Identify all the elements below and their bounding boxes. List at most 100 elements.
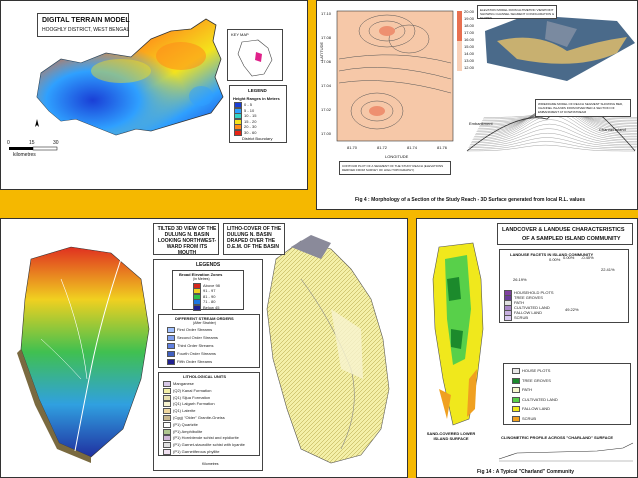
litho-unit: (P1) Quartzite [163,421,198,428]
litho-unit: Manganese [163,381,194,387]
wire-line [469,133,637,147]
litho-unit: (P1) Amphibolite [163,428,202,435]
morph-elev-tick: 15.00 [464,44,475,49]
stream-order-label: Third Order Streams [177,343,214,349]
litho-unit-label: Manganese [173,381,194,387]
map-legend-item-swatch [512,396,520,403]
elev-zone-label: Above 98 [203,283,220,289]
stream-order: Second Order Streams [167,335,218,341]
litho-unit-swatch [163,421,171,428]
morph-elev-tick: 20.00 [464,9,475,14]
island-title-1: LANDCOVER & LANDUSE CHARACTERISTICS [502,227,625,233]
contour-note-text: CONTOUR PLOT OF A SEGMENT OF THE STUDY R… [342,164,444,172]
pie-label: 0.00% [563,255,575,260]
litho-unit-swatch [163,394,171,401]
basin-title-left-text: TILTED 3D VIEW OF THE DULUNG N. BASIN LO… [157,226,217,256]
morph-x-tick: 81.70 [347,145,358,150]
dtm-scale-0: 0 [7,140,10,146]
litho-unit-label: (P1) Quartzite [173,421,198,427]
dtm-height-class: 30 - 60 [234,129,256,136]
pie-box: LANDUSE FACETS IN ISLAND COMMUNITY HOUSE… [499,249,629,323]
stream-sub: (After Strahler) [193,321,216,325]
wire-line [466,144,635,152]
top3d-note: ELEVATION MODEL FROM ALTIMETRIC VIEWPOIN… [477,5,557,20]
dtm-title-box: DIGITAL TERRAIN MODEL HOOGHLY DISTRICT, … [37,13,130,37]
elev-zone-label: Below 45 [203,304,220,310]
pie-legend-item-label: HOUSEHOLD PLOTS [514,290,554,296]
morph-elev-tick: 14.00 [464,51,475,56]
morph-graphics [336,10,637,152]
morph-elev-tick: 13.00 [464,58,475,63]
basin-legends: LEGENDS Broad Elevation Zones (in Metres… [153,259,263,471]
pie-label: 22.41% [601,267,615,272]
map-legend-item-label: TREE GROVES [522,377,551,383]
map-legend-item-swatch [512,406,520,412]
elev-zone-title: Broad Elevation Zones [179,272,223,277]
elev-zone-unit: (in Metres) [193,277,210,281]
keymap-outline [237,39,273,77]
dtm-height-class-label: 0 - 5 [244,102,253,108]
stream-order-swatch [167,343,175,349]
stream-order-swatch [167,327,175,333]
island-title-2: OF A SAMPLED ISLAND COMMUNITY [522,236,621,242]
contour-note: CONTOUR PLOT OF A SEGMENT OF THE STUDY R… [339,161,451,175]
map-legend-item-label: HOUSE PLOTS [522,368,551,374]
wire-line [470,128,637,145]
map-legend-item: HOUSE PLOTS [512,368,550,374]
dtm-subtitle: HOOGHLY DISTRICT, WEST BENGAL [42,27,130,33]
morph-y-tick: 17.04 [321,83,332,88]
basin-dem-view [20,246,150,458]
dtm-keymap: KEY MAP [227,29,283,81]
litho-unit-swatch [163,435,171,442]
morph-x-tick: 81.72 [377,145,388,150]
basin-panel: TILTED 3D VIEW OF THE DULUNG N. BASIN LO… [0,218,408,478]
litho-unit-swatch [163,408,171,415]
morph-y-tick: 17.02 [321,107,332,112]
litho-unit-swatch [163,428,171,435]
basin-scale-unit: Kilometres [202,462,219,466]
litho-unit: (Q1) Laterite [163,408,195,415]
litho-unit-label: (P1) Garnetiferous phyllite [173,449,220,455]
wire-line [467,141,636,150]
morph-caption: Fig 4 : Morphology of a Section of the S… [355,197,586,203]
lower-label: SAND-COVERED LOWER ISLAND SURFACE [426,431,476,441]
morph-elev-tick: 16.00 [464,37,475,42]
litho-unit: (Cgg) "Older" Granite-Gneiss [163,415,225,421]
map-legend-item: TREE GROVES [512,377,551,384]
stream-title: DIFFERENT STREAM ORDERS [175,316,234,321]
litho-unit-label: (P1) Garnet-staurolite schist with kyani… [173,442,245,448]
dtm-boundary-label: District Boundary [242,136,273,141]
litho-unit: (P1) Hornblende schist and epidiorite [163,435,239,442]
map-legend-item-swatch [512,415,520,422]
pie-legend-item-swatch [504,315,512,321]
litho-unit: (P1) Garnet-staurolite schist with kyani… [163,442,245,449]
morph-panel: LATITUDE 17.10 17.08 17.06 17.04 17.02 17.00 … [316,0,638,210]
pie-legend-item-label: FALLOW LAND [514,310,543,316]
stream-order-swatch [167,351,175,357]
basin-title-right-text: LITHO-COVER OF THE DULUNG N. BASIN DRAPE… [227,226,282,250]
basin-legends-title: LEGENDS [196,262,221,268]
channel-label: Channel Island [599,127,626,132]
pie-legend-item: SCRUB [504,315,528,321]
dtm-map [9,18,224,151]
litho-unit-swatch [163,442,171,449]
dtm-legend-title: LEGEND [248,88,267,93]
morph-x-tick: 81.76 [437,145,448,150]
stream-order: First Order Streams [167,327,212,333]
island-map-legend: HOUSE PLOTS TREE GROVES PATH CULTIVATED LAN… [503,363,631,425]
elev-zone-swatch [193,304,201,311]
dtm-height-title: Height Ranges in Meters [233,96,280,101]
stream-order-label: Second Order Streams [177,335,218,341]
litho-unit-swatch [163,415,171,421]
map-legend-item: PATH [512,387,532,393]
wire-line [471,119,637,142]
embankment-label: Embankment [469,121,493,126]
dtm-scale-unit: kilometres [13,152,36,158]
morph-elev-tick: 18.00 [464,23,475,28]
map-legend-item-label: FALLOW LAND [522,406,551,412]
pie-legend-item-label: SCRUB [514,315,529,321]
dtm-panel: DIGITAL TERRAIN MODEL HOOGHLY DISTRICT, … [0,0,308,190]
elev-zone-label: 71 - 80 [203,299,216,305]
map-legend-item: FALLOW LAND [512,406,550,412]
island-panel: LANDCOVER & LANDUSE CHARACTERISTICS OF A… [416,218,638,478]
